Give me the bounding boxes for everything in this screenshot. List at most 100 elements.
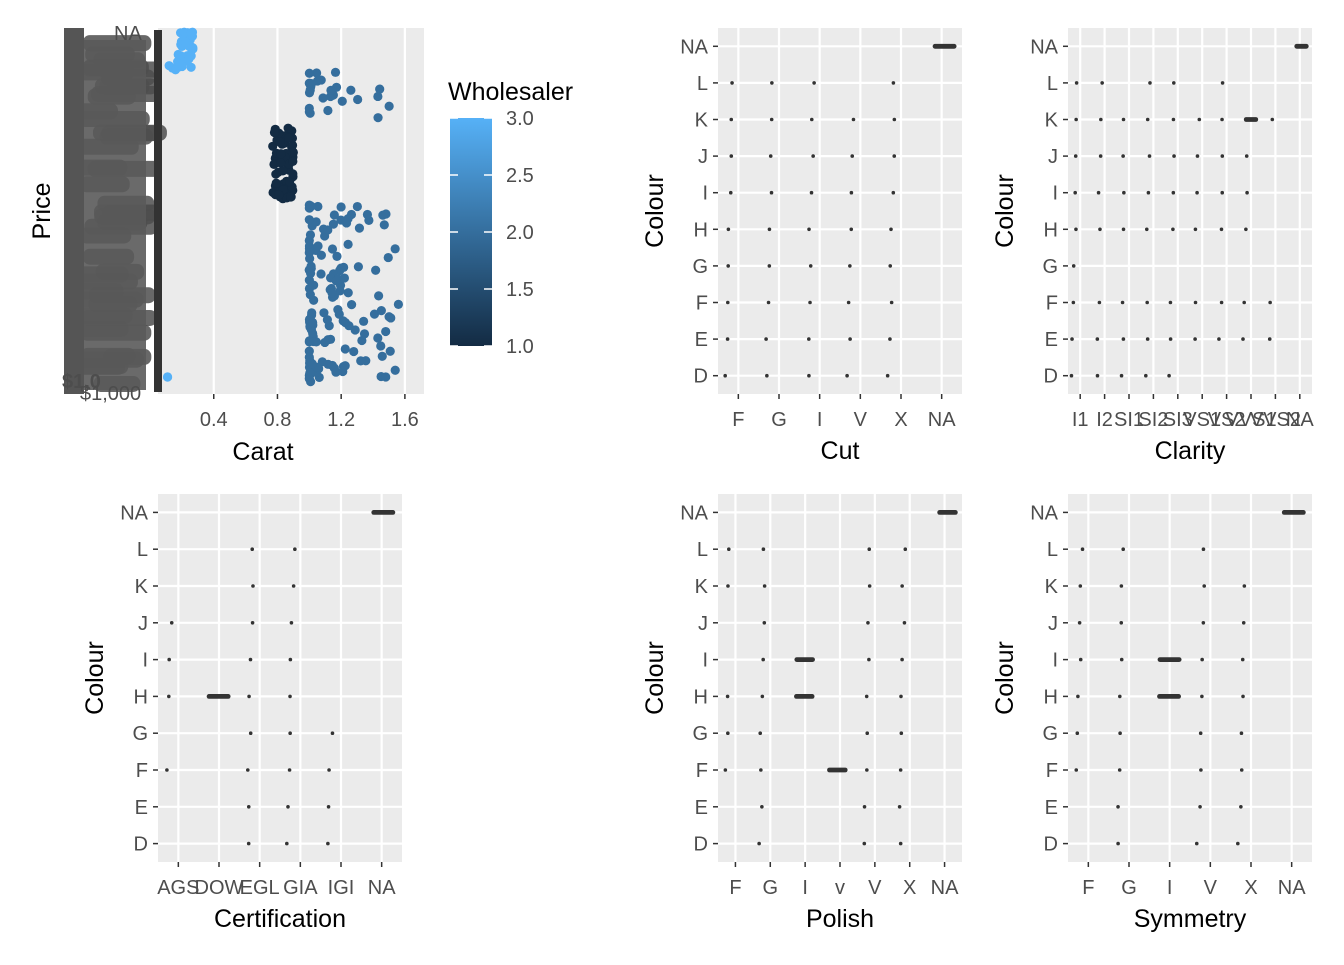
- x-tick-label: V: [868, 877, 882, 899]
- x-tick-label: VS2: [1208, 409, 1246, 431]
- y-tick-fragment: $1,0: [62, 371, 101, 393]
- data-point: [1073, 190, 1077, 195]
- data-point: [1244, 154, 1249, 158]
- x-tick-label: SI2: [1138, 409, 1168, 431]
- data-point: [286, 805, 290, 809]
- data-point: [337, 96, 347, 106]
- data-point: [284, 133, 294, 143]
- data-point: [1144, 373, 1148, 378]
- y-tick-label: I: [142, 650, 148, 672]
- y-tick-label: H: [134, 686, 148, 708]
- data-point: [1241, 621, 1246, 625]
- data-point: [383, 252, 393, 263]
- data-point: [725, 300, 730, 305]
- data-point: [248, 731, 253, 735]
- data-point: [1075, 731, 1080, 735]
- y-axis-title: Price: [28, 183, 56, 240]
- data-point: [165, 768, 169, 772]
- data-point: [246, 805, 251, 809]
- x-tick-label: NA: [931, 877, 959, 899]
- y-tick-label: NA: [120, 502, 148, 524]
- data-point: [1116, 805, 1120, 809]
- data-point: [319, 308, 329, 318]
- legend-tick-label: 3.0: [506, 108, 534, 130]
- data-point: [1145, 300, 1149, 305]
- data-point: [353, 262, 363, 272]
- data-point: [373, 113, 383, 123]
- data-point: [1201, 621, 1206, 625]
- y-tick-label: F: [696, 760, 708, 782]
- data-point: [892, 117, 897, 122]
- data-point: [849, 190, 854, 195]
- data-point: [340, 344, 350, 354]
- data-point: [304, 68, 314, 78]
- x-tick-label: V: [1204, 877, 1218, 899]
- data-point: [1172, 81, 1176, 85]
- x-tick-label: AGS: [157, 877, 199, 899]
- data-point: [1168, 337, 1173, 341]
- y-tick-label: G: [692, 256, 708, 278]
- data-point: [288, 731, 292, 735]
- data-point: [728, 190, 733, 195]
- data-point: [1145, 337, 1150, 341]
- data-point: [1118, 731, 1122, 735]
- data-point: [1074, 227, 1078, 232]
- y-tick-label: NA: [1030, 36, 1058, 58]
- data-point: [316, 75, 326, 85]
- data-point: [729, 154, 734, 158]
- data-point: [390, 244, 400, 254]
- data-point: [760, 805, 764, 809]
- data-point: [809, 190, 814, 195]
- x-axis-title: Cut: [821, 437, 860, 465]
- data-point: [1069, 373, 1074, 378]
- data-point: [381, 372, 391, 382]
- data-point: [245, 768, 250, 772]
- x-tick-label: F: [732, 409, 744, 431]
- x-axis-title: Symmetry: [1134, 905, 1247, 933]
- data-point: [811, 154, 815, 158]
- data-cluster: [794, 657, 815, 662]
- x-tick-label: VS1: [1183, 409, 1221, 431]
- data-point: [850, 154, 855, 158]
- data-point: [186, 28, 196, 38]
- data-point: [306, 201, 316, 211]
- legend-tick-label: 2.0: [506, 222, 534, 244]
- x-tick-label: X: [903, 877, 916, 899]
- data-point: [285, 177, 295, 187]
- data-point: [304, 352, 314, 362]
- data-cluster: [206, 694, 231, 699]
- data-point: [888, 337, 892, 341]
- data-point: [304, 374, 314, 384]
- data-point: [373, 333, 383, 343]
- data-point: [287, 140, 298, 150]
- data-point: [289, 621, 294, 625]
- data-point: [1202, 584, 1207, 588]
- data-point: [381, 209, 391, 219]
- x-tick-label: 0.8: [264, 409, 292, 431]
- data-point: [1119, 584, 1124, 588]
- data-point: [1220, 154, 1225, 158]
- data-point: [393, 299, 404, 309]
- data-point: [1195, 190, 1199, 195]
- data-cluster: [937, 510, 958, 515]
- data-point: [1241, 337, 1245, 341]
- data-point: [1095, 373, 1100, 378]
- data-point: [1074, 117, 1078, 122]
- y-tick-label: E: [695, 797, 708, 819]
- x-tick-label: G: [1121, 877, 1137, 899]
- y-tick-label: K: [1045, 110, 1059, 132]
- x-tick-label: I2: [1096, 409, 1113, 431]
- data-point: [285, 841, 289, 846]
- data-point: [1201, 547, 1206, 551]
- data-point: [1200, 694, 1204, 699]
- data-point: [809, 117, 814, 122]
- data-point: [338, 316, 348, 326]
- data-point: [900, 584, 904, 588]
- data-point: [1198, 731, 1203, 735]
- data-cluster: [794, 694, 815, 699]
- x-tick-label: VVS2: [1250, 409, 1301, 431]
- y-tick-label: K: [695, 110, 709, 132]
- data-point: [808, 264, 813, 268]
- data-point: [327, 768, 331, 772]
